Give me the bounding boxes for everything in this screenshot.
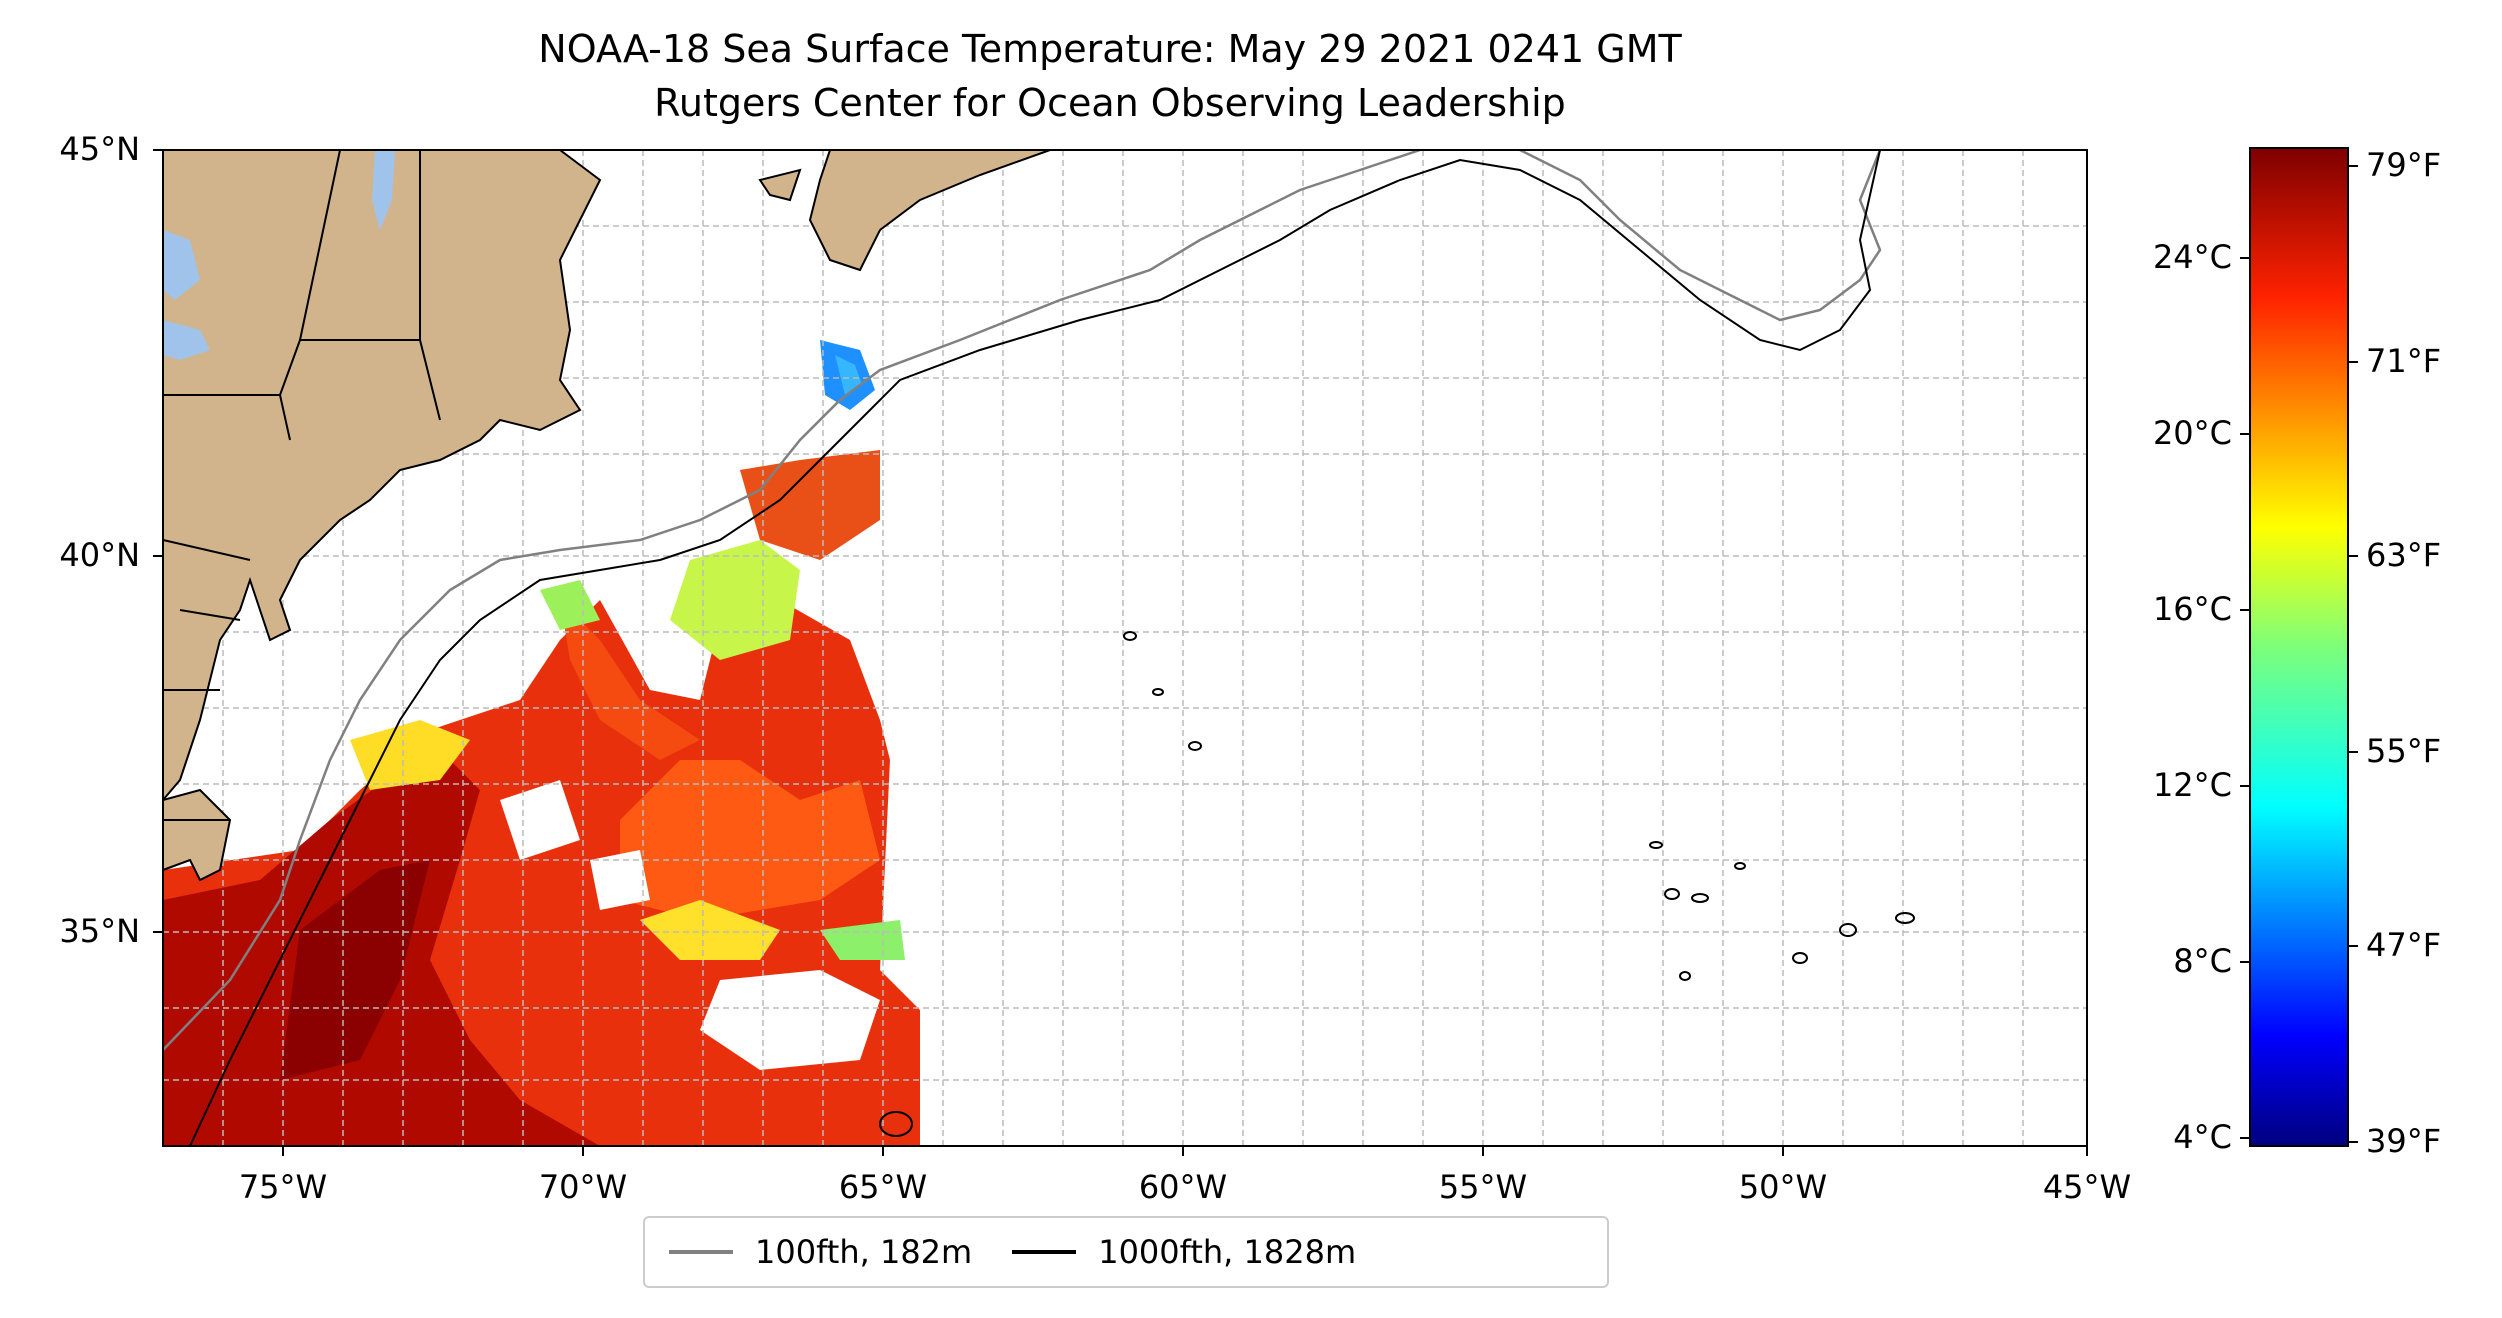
legend: 100fth, 182m 1000fth, 1828m	[643, 1216, 1609, 1288]
legend-entry-100fth: 100fth, 182m	[669, 1233, 972, 1271]
map-title: NOAA-18 Sea Surface Temperature: May 29 …	[538, 27, 1682, 71]
map-subtitle: Rutgers Center for Ocean Observing Leade…	[654, 81, 1566, 125]
legend-label: 100fth, 182m	[755, 1233, 973, 1271]
legend-swatch-gray	[669, 1250, 733, 1254]
colorbar-fahrenheit-label: 39°F	[2366, 1122, 2442, 1160]
isobath-100fth	[163, 150, 1882, 1051]
colorbar-celsius-label: 12°C	[2152, 766, 2232, 804]
colorbar-fahrenheit-label: 47°F	[2366, 926, 2442, 964]
gridlines	[163, 150, 2087, 1146]
lon-tick-label: 45°W	[2042, 1168, 2132, 1206]
axis-ticks	[153, 149, 2088, 1156]
colorbar-fahrenheit-label: 55°F	[2366, 732, 2442, 770]
lon-tick-label: 65°W	[838, 1168, 928, 1206]
colorbar-celsius-label: 8°C	[2173, 942, 2232, 980]
sst-data-swath	[163, 340, 920, 1146]
isobath-1000fth	[189, 150, 1881, 1146]
colorbar-fahrenheit-label: 63°F	[2366, 536, 2442, 574]
lon-tick-label: 60°W	[1138, 1168, 1228, 1206]
lon-tick-label: 75°W	[238, 1168, 328, 1206]
lakes	[163, 150, 395, 360]
colorbar-celsius-label: 20°C	[2152, 414, 2232, 452]
lon-tick-label: 70°W	[538, 1168, 628, 1206]
colorbar-celsius-label: 24°C	[2152, 238, 2232, 276]
lat-tick-label: 45°N	[59, 130, 140, 168]
legend-entry-1000fth: 1000fth, 1828m	[1012, 1233, 1356, 1271]
seamounts	[879, 631, 1915, 1137]
lat-tick-label: 40°N	[59, 536, 140, 574]
colorbar	[2249, 147, 2349, 1147]
legend-label: 1000fth, 1828m	[1098, 1233, 1357, 1271]
colorbar-celsius-label: 16°C	[2152, 590, 2232, 628]
map-frame	[162, 149, 2088, 1147]
colorbar-fahrenheit-label: 79°F	[2366, 146, 2442, 184]
colorbar-celsius-label: 4°C	[2173, 1118, 2232, 1156]
legend-swatch-black	[1012, 1250, 1077, 1254]
colorbar-fahrenheit-label: 71°F	[2366, 342, 2442, 380]
land	[163, 150, 1051, 882]
lon-tick-label: 50°W	[1738, 1168, 1828, 1206]
lon-tick-label: 55°W	[1438, 1168, 1528, 1206]
state-borders	[163, 150, 441, 821]
colorbar-ticks	[2240, 165, 2358, 1143]
lat-tick-label: 35°N	[59, 912, 140, 950]
